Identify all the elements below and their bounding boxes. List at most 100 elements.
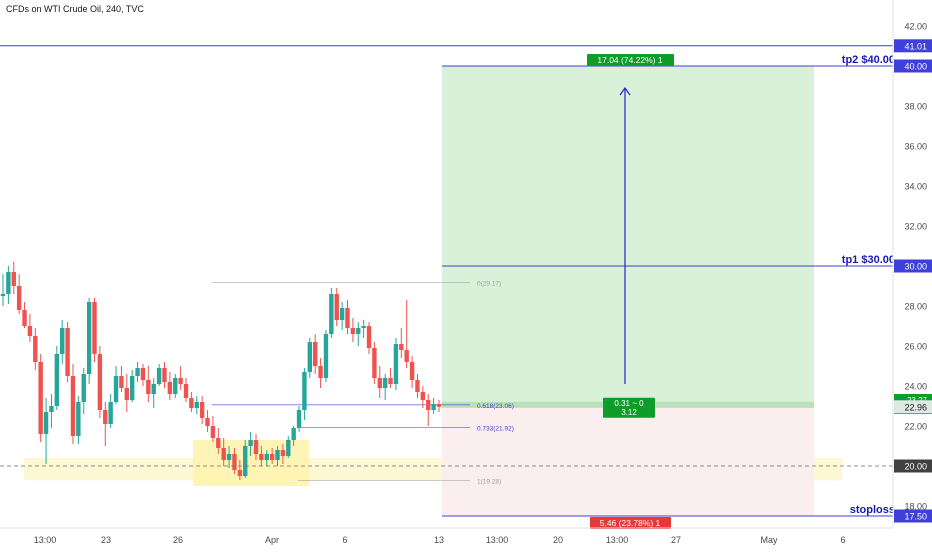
fib-label: 1(19.28) [477,478,501,485]
candle-body [436,404,442,407]
profit-zone [442,66,814,405]
candle-body [350,328,356,334]
candle-body [22,310,27,326]
y-tick-label: 34.00 [904,182,927,192]
y-axis-tag-bg [894,59,932,73]
candle-body [216,438,221,448]
y-tick-label: 38.00 [904,102,927,112]
y-tick-label: 26.00 [904,342,927,352]
candle-body [404,350,409,362]
x-tick-label: 13:00 [486,535,509,545]
candle-body [103,410,108,424]
candle-body [253,440,259,454]
candle-body [329,294,334,334]
candle-body [183,384,189,398]
chart-title: CFDs on WTI Crude Oil, 240, TVC [6,4,144,14]
candle-body [205,418,210,426]
candle-body [296,410,302,428]
x-tick-label: 6 [840,535,845,545]
ratio-label-1: 0.31 ~ 0 [614,399,644,408]
candle-body [140,368,146,380]
candle-body [92,302,97,354]
x-tick-label: 27 [671,535,681,545]
candle-body [27,326,33,336]
x-tick-label: May [760,535,778,545]
fib-label: 0.618(23.06) [477,403,514,410]
candle-body [361,326,366,328]
target-label: 17.04 (74.22%) 1 [597,55,662,65]
candle-body [65,328,70,376]
candle-body [97,354,103,410]
y-tick-label: 42.00 [904,22,927,32]
candle-body [318,366,323,378]
y-tick-label: 36.00 [904,142,927,152]
candle-body [54,354,60,406]
candle-body [129,376,135,400]
candle-body [76,402,81,436]
y-axis-tag: 22.96 [904,402,927,412]
candle-body [426,400,431,410]
stop-label: 5.46 (23.78%) 1 [600,518,661,528]
candle-body [70,376,76,436]
candle-body [243,446,248,476]
target-arrow-head [619,86,631,96]
candle-body [178,378,183,384]
candle-body [6,272,11,294]
candle-body [339,308,345,320]
candle-body [280,450,286,456]
candle-body [86,302,92,374]
candle-body [388,378,393,384]
candle-body [124,388,130,400]
loss-zone [442,404,814,516]
candle-body [81,374,86,402]
candle-body [323,334,329,378]
candle-body [382,378,388,388]
fib-label: 0(29.17) [477,281,501,288]
candle-body [210,426,216,438]
candle-body [312,342,318,366]
candle-body [199,402,205,418]
y-axis-tag: 30.00 [904,262,927,272]
x-tick-label: Apr [265,535,279,545]
candle-body [415,380,420,392]
y-tick-label: 24.00 [904,382,927,392]
candle-body [420,392,426,400]
candle-body [307,342,313,372]
candle-body [108,402,113,424]
candle-body [226,454,232,460]
y-axis-tag-bg [894,509,932,523]
tp1-label: tp1 $30.00 [842,254,895,266]
y-tick-label: 28.00 [904,302,927,312]
candle-body [275,450,280,460]
ratio-label-bg [603,397,655,418]
y-axis-tag-bg [894,259,932,273]
candle-body [135,368,140,376]
x-tick-label: 13:00 [34,535,57,545]
candle-body [431,404,436,410]
candle-body [49,406,54,412]
x-tick-label: 23 [101,535,111,545]
y-tick-label: 22.00 [904,422,927,432]
candle-body [399,344,404,350]
candle-body [259,454,264,460]
candle-body [33,336,38,362]
candle-body [356,328,361,334]
target-label-bg [587,54,674,66]
candle-body [269,454,275,460]
stop-label-bg [590,517,671,529]
x-tick-label: 6 [342,535,347,545]
candle-body [162,368,167,382]
candle-body [221,448,226,460]
candle-body [345,308,350,328]
candle-body [146,380,151,394]
candle-body [377,378,382,388]
y-axis-bg [893,0,932,550]
candle-body [286,440,291,456]
candle-body [60,328,65,354]
y-axis-tag-bg [894,459,932,473]
y-axis-tag: 17.50 [904,512,927,522]
stoploss-label: stoploss [850,504,895,516]
y-axis-tag-bg [894,39,932,53]
